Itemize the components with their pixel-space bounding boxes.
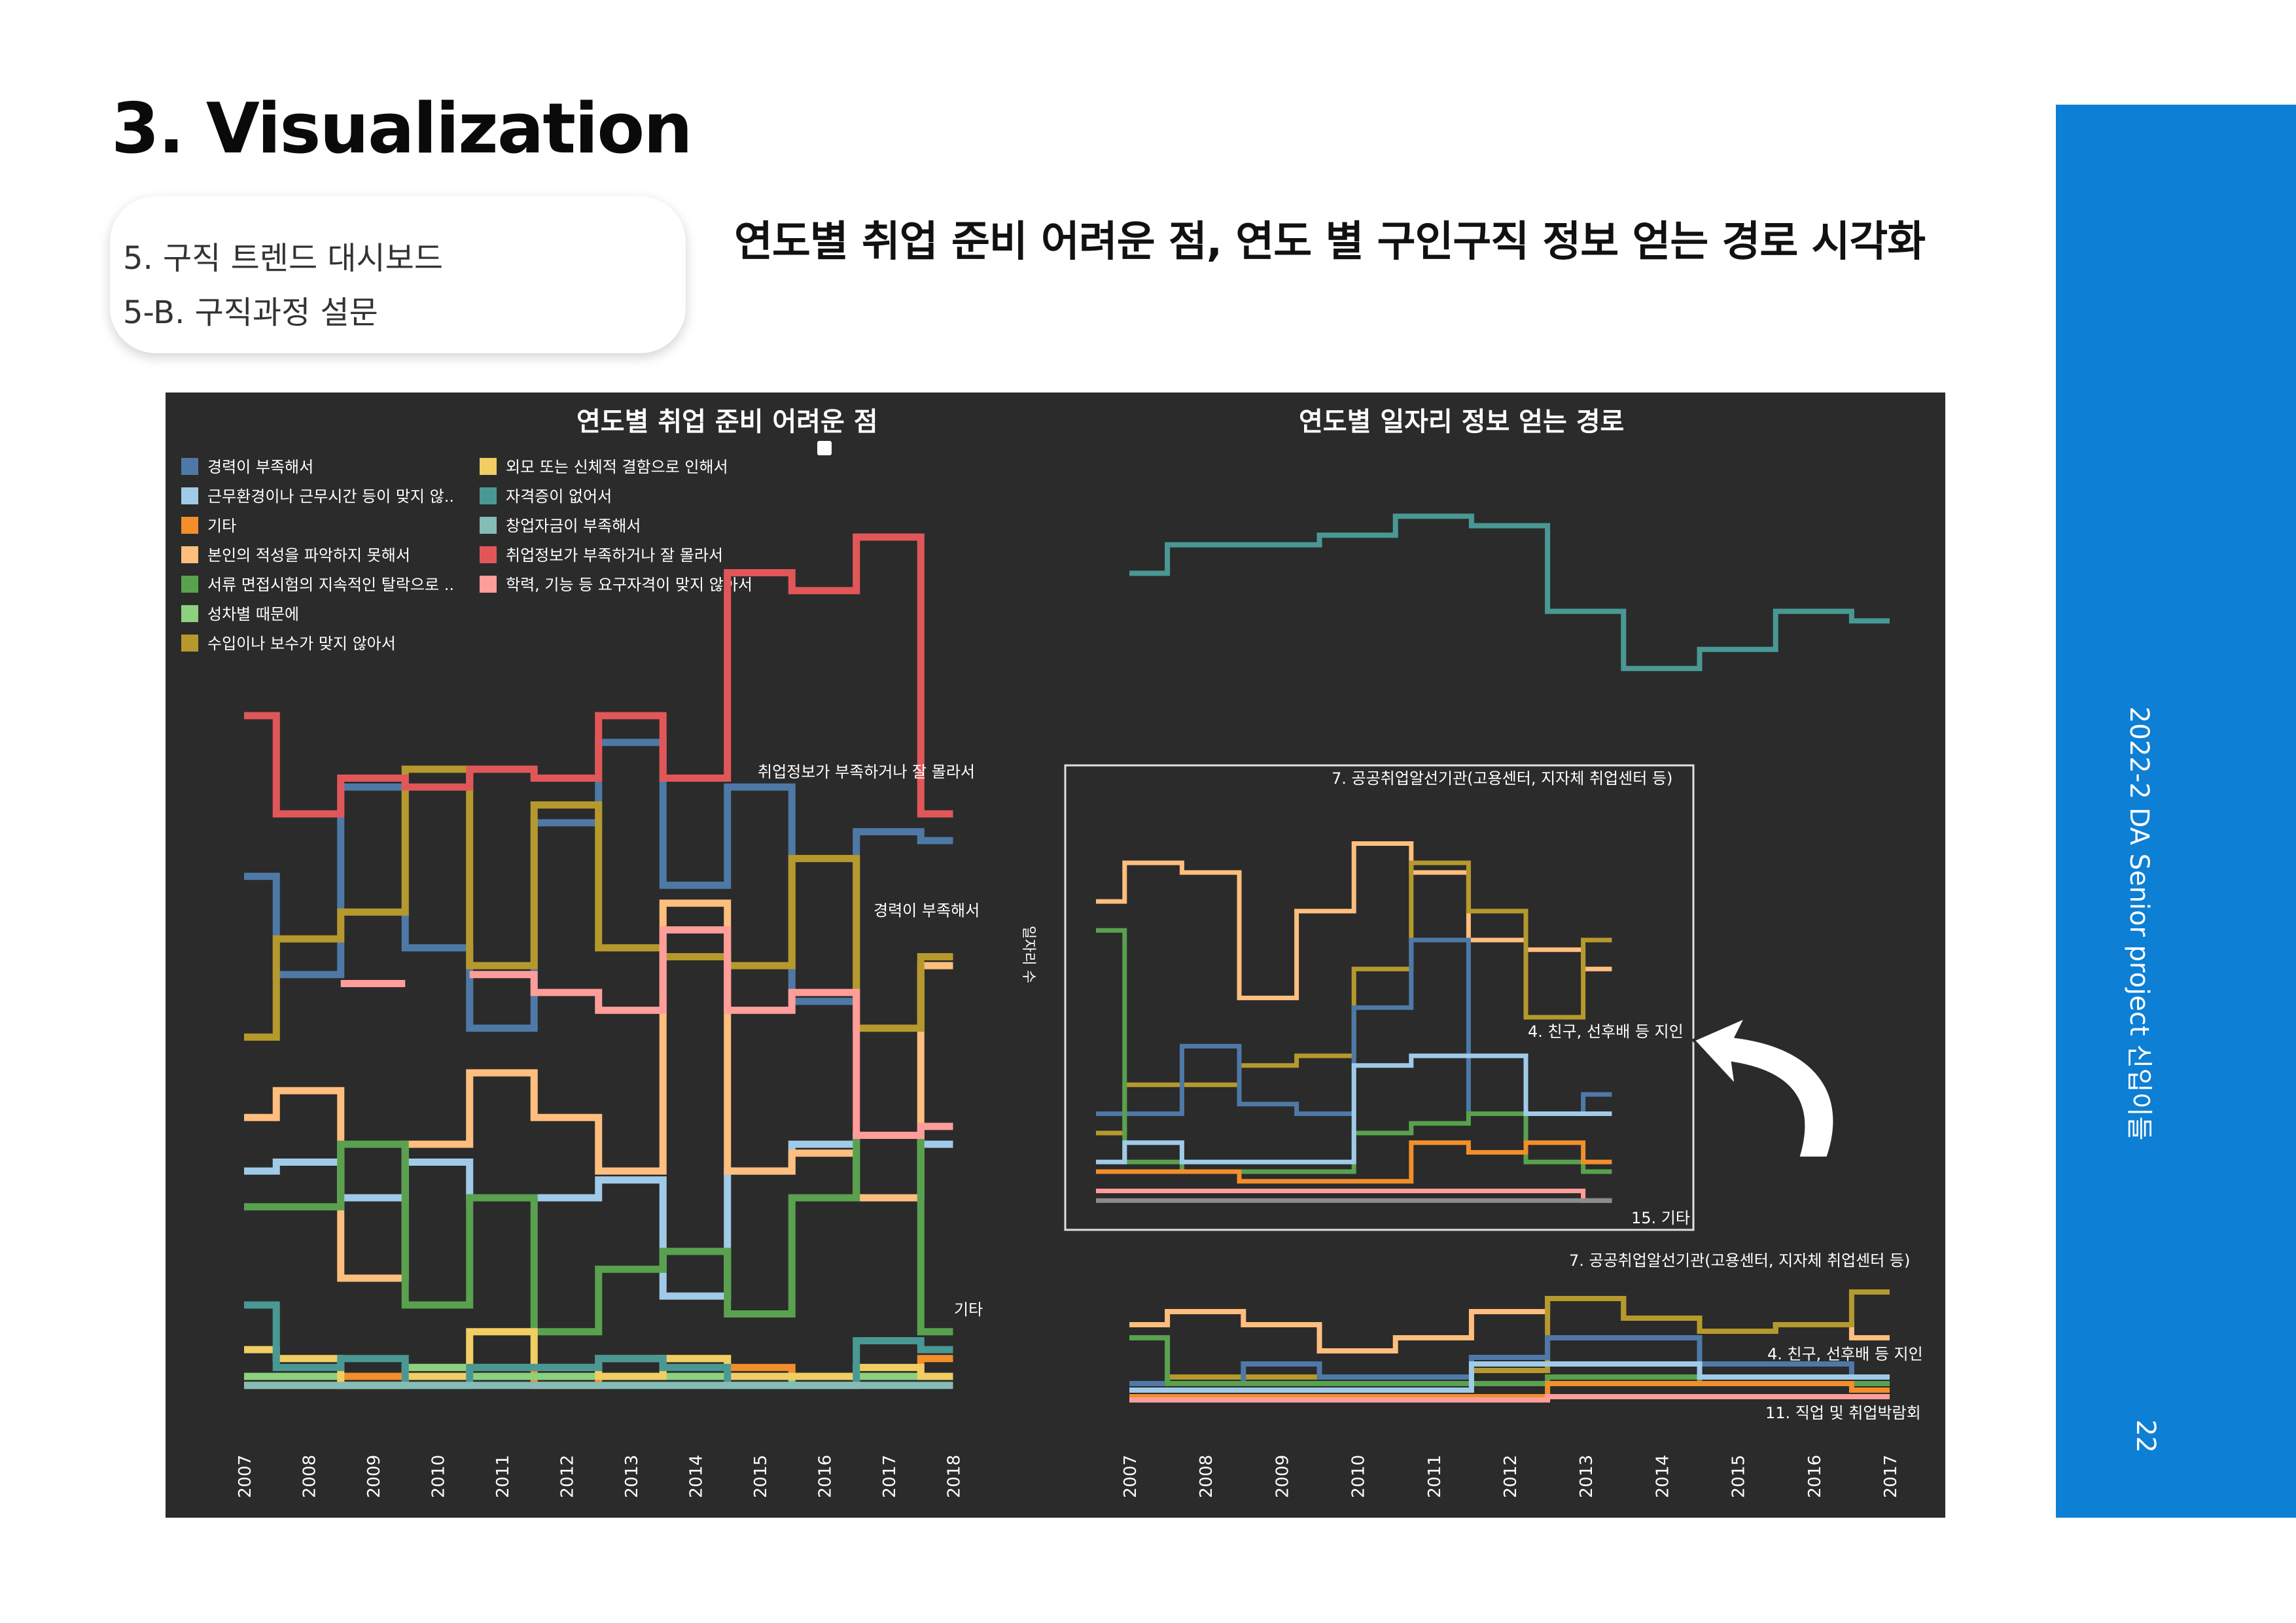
x-tick-label: 2008 [300, 1455, 320, 1498]
slide-title: 3. Visualization [111, 88, 693, 169]
x-tick-label: 2008 [1197, 1455, 1216, 1498]
series-line [1096, 1053, 1612, 1164]
legend-swatch [181, 635, 198, 652]
breadcrumb-line-2: 5-B. 구직과정 설문 [123, 294, 378, 331]
annotation-label: 경력이 부족해서 [874, 901, 980, 920]
sidebar-project-label: 2022-2 DA Senior project 신입이들 [2124, 707, 2154, 1141]
x-tick-label: 2013 [622, 1455, 642, 1498]
series-line [1129, 1381, 1890, 1399]
legend-swatch [181, 576, 198, 593]
legend-swatch [181, 605, 198, 622]
page-number: 22 [2130, 1420, 2161, 1453]
x-tick-label: 2013 [1577, 1455, 1597, 1498]
legend-swatch [480, 458, 497, 475]
series-line [1096, 928, 1612, 1174]
x-tick-label: 2012 [1501, 1455, 1521, 1498]
breadcrumb-line-1: 5. 구직 트렌드 대시보드 [123, 240, 444, 277]
legend-label: 외모 또는 신체적 결함으로 인해서 [506, 458, 728, 476]
panel-label: 7. 공공취업알선기관(고용센터, 지자체 취업센터 등) [1569, 1251, 1910, 1270]
x-tick-label: 2017 [1881, 1455, 1901, 1498]
x-tick-label: 2015 [751, 1455, 771, 1498]
legend-label: 근무환경이나 근무시간 등이 맞지 않.. [207, 487, 454, 506]
curved-arrow-icon [1691, 1014, 1836, 1159]
chart-right-title: 연도별 일자리 정보 얻는 경로 [1299, 407, 1624, 437]
legend-label: 경력이 부족해서 [207, 458, 313, 476]
x-tick-label: 2018 [945, 1455, 964, 1498]
legend-label: 본인의 적성을 파악하지 못해서 [207, 546, 410, 565]
zoom-box [1064, 764, 1695, 1231]
x-tick-label: 2010 [429, 1455, 449, 1498]
panel-label: 15. 기타 [1631, 1209, 1690, 1227]
series-line [244, 765, 953, 1041]
legend-swatch [480, 487, 497, 504]
legend-label: 창업자금이 부족해서 [506, 517, 641, 535]
x-tick-label: 2007 [236, 1455, 255, 1498]
legend-label: 자격증이 없어서 [506, 487, 612, 506]
legend-label: 서류 면접시험의 지속적인 탈락으로 .. [207, 576, 454, 594]
x-tick-label: 2007 [1121, 1455, 1140, 1498]
series-line [1129, 514, 1890, 671]
dashboard: 연도별 취업 준비 어려운 점 경력이 부족해서 근무환경이나 근무시간 등이 맞지… [166, 393, 1945, 1518]
x-tick-label: 2010 [1349, 1455, 1369, 1498]
legend-swatch [181, 487, 198, 504]
legend-swatch [480, 546, 497, 563]
legend-label: 기타 [207, 517, 236, 535]
series-line [244, 1132, 953, 1336]
x-tick-label: 2014 [687, 1455, 707, 1498]
series-line [340, 926, 953, 1139]
panel-label: 7. 공공취업알선기관(고용센터, 지자체 취업센터 등) [1332, 769, 1672, 788]
image-icon [817, 441, 832, 455]
x-tick-label: 2011 [1425, 1455, 1445, 1498]
legend-swatch [181, 458, 198, 475]
legend-label: 수입이나 보수가 맞지 않아서 [207, 635, 396, 653]
panel-label: 4. 친구, 선후배 등 지인 [1767, 1345, 1923, 1363]
chart-left-title: 연도별 취업 준비 어려운 점 [576, 407, 878, 437]
series-line [244, 1301, 953, 1389]
y-axis-label: 일자리 수 [1020, 926, 1036, 983]
x-tick-label: 2009 [1273, 1455, 1292, 1498]
panel-label: 4. 친구, 선후배 등 지인 [1528, 1022, 1684, 1041]
sidebar-band: 2022-2 DA Senior project 신입이들 22 [2056, 105, 2296, 1518]
annotation-label: 기타 [954, 1300, 983, 1319]
annotation-label: 취업정보가 부족하거나 잘 몰라서 [758, 763, 975, 781]
x-tick-label: 2011 [493, 1455, 513, 1498]
series-line [1096, 1189, 1612, 1203]
legend-swatch [480, 517, 497, 534]
legend-label: 취업정보가 부족하거나 잘 몰라서 [506, 546, 723, 565]
series-line [244, 533, 953, 818]
x-tick-label: 2016 [1805, 1455, 1825, 1498]
breadcrumb-box: 5. 구직 트렌드 대시보드 5-B. 구직과정 설문 [110, 196, 686, 353]
x-tick-label: 2012 [558, 1455, 578, 1498]
x-tick-label: 2015 [1729, 1455, 1749, 1498]
series-line [1129, 1394, 1890, 1403]
x-tick-label: 2014 [1653, 1455, 1672, 1498]
legend-swatch [181, 517, 198, 534]
panel-label: 11. 직업 및 취업박람회 [1765, 1404, 1921, 1422]
x-tick-label: 2009 [364, 1455, 384, 1498]
series-line [244, 899, 953, 1282]
slide-heading: 연도별 취업 준비 어려운 점, 연도 별 구인구직 정보 얻는 경로 시각화 [734, 218, 1926, 266]
legend-swatch [181, 546, 198, 563]
series-line [1129, 1335, 1890, 1386]
series-line [1096, 1140, 1612, 1184]
legend-label: 학력, 기능 등 요구자격이 맞지 않아서 [506, 576, 752, 594]
x-tick-label: 2017 [880, 1455, 900, 1498]
series-line [1129, 1361, 1890, 1393]
x-tick-label: 2016 [816, 1455, 836, 1498]
legend-swatch [480, 576, 497, 593]
legend-label: 성차별 때문에 [207, 605, 299, 623]
